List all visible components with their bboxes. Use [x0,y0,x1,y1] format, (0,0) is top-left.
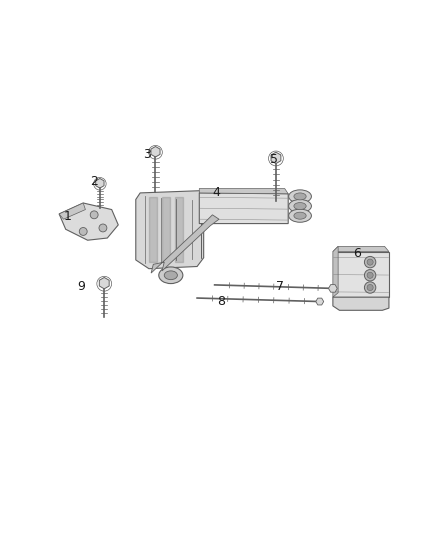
Polygon shape [199,193,288,223]
Text: 9: 9 [77,280,85,293]
Ellipse shape [294,193,306,200]
Ellipse shape [289,190,311,203]
Ellipse shape [289,199,311,213]
Polygon shape [333,246,338,297]
Text: 6: 6 [353,247,361,260]
Text: 5: 5 [270,152,278,166]
Ellipse shape [159,267,183,284]
Polygon shape [333,297,389,310]
Text: 8: 8 [217,295,225,308]
Circle shape [364,256,376,268]
Polygon shape [136,191,204,269]
Polygon shape [333,252,389,297]
Text: 1: 1 [64,209,72,223]
Polygon shape [271,152,281,164]
Polygon shape [99,278,109,289]
Polygon shape [328,285,337,292]
Circle shape [99,224,107,232]
Circle shape [367,259,373,265]
Circle shape [90,211,98,219]
Text: 4: 4 [213,185,221,198]
Circle shape [79,228,87,236]
Ellipse shape [294,212,306,219]
Circle shape [367,272,373,278]
Circle shape [364,282,376,293]
Polygon shape [151,215,219,273]
Ellipse shape [164,271,177,280]
Polygon shape [199,189,288,194]
Polygon shape [59,203,118,240]
Polygon shape [95,179,104,188]
Text: 3: 3 [143,148,151,161]
Polygon shape [333,246,389,252]
Text: 2: 2 [90,175,98,188]
Ellipse shape [294,203,306,209]
Text: 7: 7 [276,280,284,293]
Circle shape [364,270,376,281]
Ellipse shape [289,209,311,222]
Polygon shape [151,147,160,157]
Polygon shape [59,203,85,219]
Circle shape [367,285,373,290]
Polygon shape [316,298,324,305]
